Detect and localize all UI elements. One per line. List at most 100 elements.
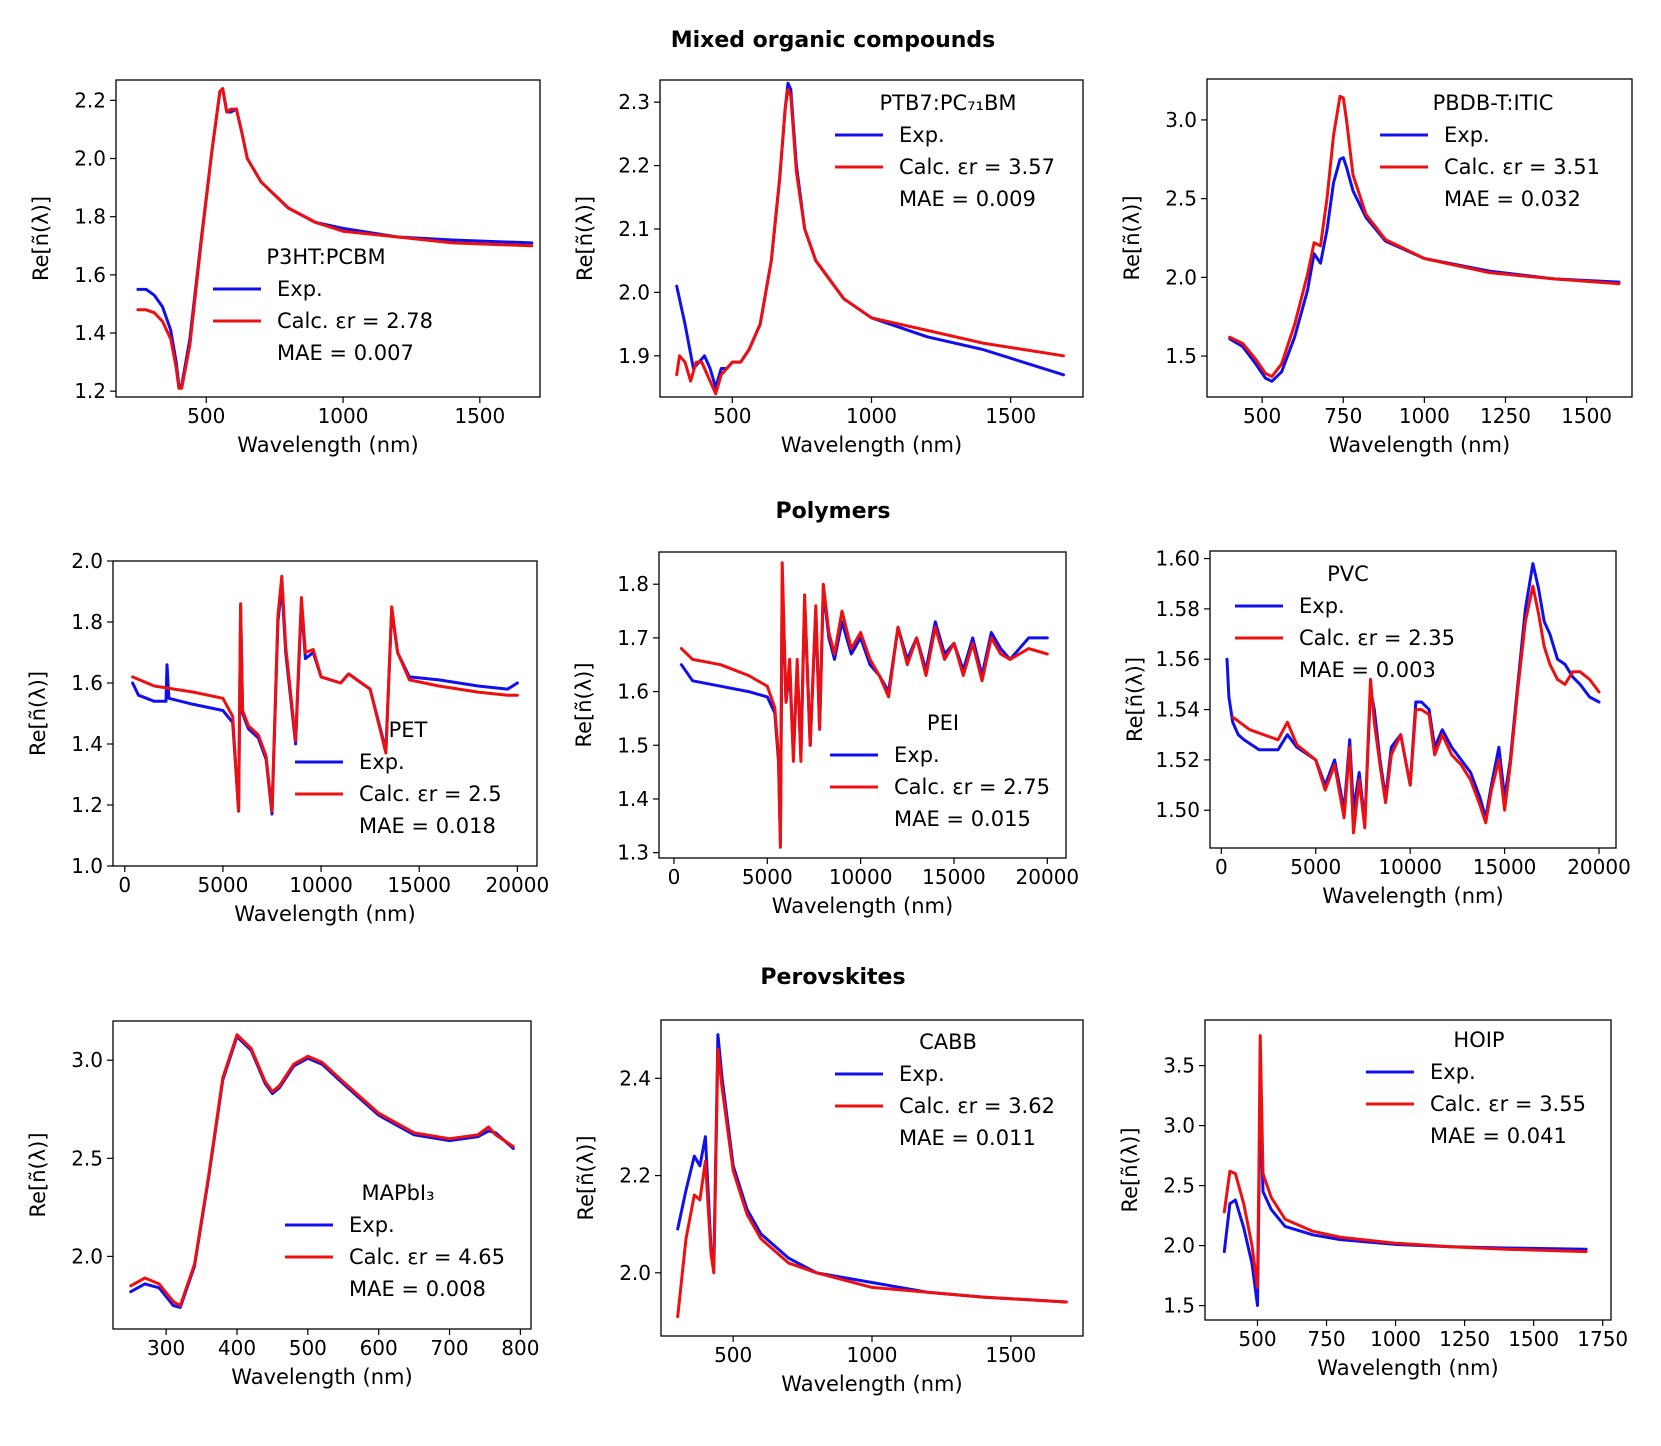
y-tick-label: 1.2 [71, 793, 103, 817]
y-tick-label: 2.3 [618, 90, 650, 114]
y-tick-label: 1.4 [71, 732, 103, 756]
y-axis-label: Re[ñ(λ)] [572, 662, 596, 747]
x-axis-label: Wavelength (nm) [781, 1372, 962, 1396]
y-tick-label: 1.4 [617, 787, 649, 811]
x-tick-label: 800 [501, 1336, 539, 1360]
legend-calc-label: Calc. εr = 2.75 [894, 775, 1050, 799]
legend-calc-label: Calc. εr = 2.5 [359, 782, 502, 806]
y-tick-label: 1.50 [1155, 798, 1200, 822]
plot-frame [1209, 550, 1617, 849]
x-tick-label: 400 [218, 1336, 256, 1360]
x-tick-label: 600 [360, 1336, 398, 1360]
series-calc-line [131, 574, 519, 813]
legend-calc-label: Calc. εr = 3.62 [899, 1094, 1055, 1118]
x-axis-label: Wavelength (nm) [234, 902, 415, 926]
x-tick-label: 1500 [985, 404, 1036, 428]
y-axis-label: Re[ñ(λ)] [1123, 657, 1147, 742]
series-exp-line [131, 583, 519, 816]
y-axis-label: Re[ñ(λ)] [26, 671, 50, 756]
y-tick-label: 1.5 [617, 733, 649, 757]
x-tick-label: 1250 [1480, 404, 1531, 428]
legend-title: PBDB-T:ITIC [1433, 91, 1554, 115]
plot-frame [658, 551, 1067, 859]
y-tick-label: 1.8 [71, 610, 103, 634]
y-tick-label: 1.6 [74, 263, 106, 287]
chart-panel: 0 5000 10000 15000 20000 1.50 1.52 1.54 1.56 1.58… [1123, 547, 1631, 908]
x-tick-label: 5000 [1290, 855, 1341, 879]
y-axis-label: Re[ñ(λ)] [574, 1135, 598, 1220]
y-tick-label: 2.0 [71, 1244, 103, 1268]
y-tick-label: 2.2 [618, 154, 650, 178]
x-tick-label: 300 [147, 1336, 185, 1360]
y-axis-label: Re[ñ(λ)] [1118, 1127, 1142, 1212]
y-tick-label: 1.8 [617, 572, 649, 596]
legend-calc-label: Calc. εr = 2.78 [277, 309, 433, 333]
y-tick-label: 1.0 [71, 854, 103, 878]
x-tick-label: 1500 [454, 404, 505, 428]
legend-exp-label: Exp. [1430, 1060, 1476, 1084]
x-tick-label: 1500 [1508, 1327, 1559, 1351]
chart-panel: 500 1000 1500 2.0 2.2 2.4 Wavelength (nm) Re[ñ(… [574, 1019, 1084, 1396]
x-axis-label: Wavelength (nm) [1329, 433, 1510, 457]
chart-panel: 500 750 1000 1250 1500 1.5 2.0 2.5 3.0 Wavelength… [1120, 78, 1633, 457]
legend-exp-label: Exp. [899, 1062, 945, 1086]
legend-mae-label: MAE = 0.009 [899, 187, 1036, 211]
y-axis-label: Re[ñ(λ)] [29, 196, 53, 281]
y-tick-label: 2.1 [618, 217, 650, 241]
x-tick-label: 1250 [1439, 1327, 1490, 1351]
legend-calc-label: Calc. εr = 3.51 [1444, 155, 1600, 179]
series-calc-line [1222, 1034, 1588, 1290]
legend-exp-label: Exp. [894, 743, 940, 767]
legend-calc-label: Calc. εr = 3.57 [899, 155, 1055, 179]
x-tick-label: 10000 [289, 873, 353, 897]
y-tick-label: 1.6 [617, 680, 649, 704]
x-axis-label: Wavelength (nm) [781, 433, 962, 457]
y-tick-label: 2.0 [1163, 1234, 1195, 1258]
plot-frame [1204, 1019, 1612, 1321]
x-tick-label: 5000 [742, 865, 793, 889]
x-tick-label: 1500 [985, 1343, 1036, 1367]
series-exp-line [679, 582, 1049, 844]
x-tick-label: 500 [713, 404, 751, 428]
x-tick-label: 20000 [1016, 865, 1080, 889]
x-axis-label: Wavelength (nm) [772, 894, 953, 918]
y-tick-label: 1.60 [1155, 547, 1200, 571]
y-tick-label: 1.5 [1163, 1294, 1195, 1318]
plot-frame [1206, 78, 1633, 398]
x-tick-label: 500 [187, 404, 225, 428]
y-tick-label: 1.54 [1155, 698, 1200, 722]
x-tick-label: 1000 [847, 1343, 898, 1367]
x-tick-label: 15000 [1473, 855, 1537, 879]
legend-mae-label: MAE = 0.015 [894, 807, 1031, 831]
legend-mae-label: MAE = 0.011 [899, 1126, 1036, 1150]
legend-title: PTB7:PC₇₁BM [879, 91, 1016, 115]
legend-exp-label: Exp. [277, 277, 323, 301]
legend-exp-label: Exp. [899, 123, 945, 147]
x-axis-label: Wavelength (nm) [1322, 884, 1503, 908]
legend-exp-label: Exp. [349, 1213, 395, 1237]
y-tick-label: 2.5 [1163, 1174, 1195, 1198]
y-tick-label: 2.4 [619, 1066, 651, 1090]
y-tick-label: 1.56 [1155, 647, 1200, 671]
x-tick-label: 1000 [1399, 404, 1450, 428]
x-tick-label: 1500 [1561, 404, 1612, 428]
section-title: Polymers [776, 499, 891, 524]
x-axis-label: Wavelength (nm) [237, 433, 418, 457]
legend-mae-label: MAE = 0.007 [277, 341, 414, 365]
section-title: Mixed organic compounds [671, 28, 996, 53]
y-tick-label: 1.4 [74, 321, 106, 345]
legend-exp-label: Exp. [1299, 594, 1345, 618]
y-tick-label: 1.58 [1155, 597, 1200, 621]
x-tick-label: 500 [1243, 404, 1281, 428]
series-calc-line [679, 561, 1049, 849]
series-calc-line [675, 88, 1065, 396]
series-calc-line [1231, 584, 1601, 835]
series-exp-line [1225, 562, 1601, 825]
x-tick-label: 0 [1215, 855, 1228, 879]
chart-panel: 0 5000 10000 15000 20000 1.3 1.4 1.5 1.6 1.7 1.8 Wa… [572, 551, 1080, 918]
legend-calc-label: Calc. εr = 3.55 [1430, 1092, 1586, 1116]
legend-calc-label: Calc. εr = 4.65 [349, 1245, 505, 1269]
legend-exp-label: Exp. [359, 750, 405, 774]
x-tick-label: 20000 [486, 873, 550, 897]
y-tick-label: 2.0 [619, 1261, 651, 1285]
